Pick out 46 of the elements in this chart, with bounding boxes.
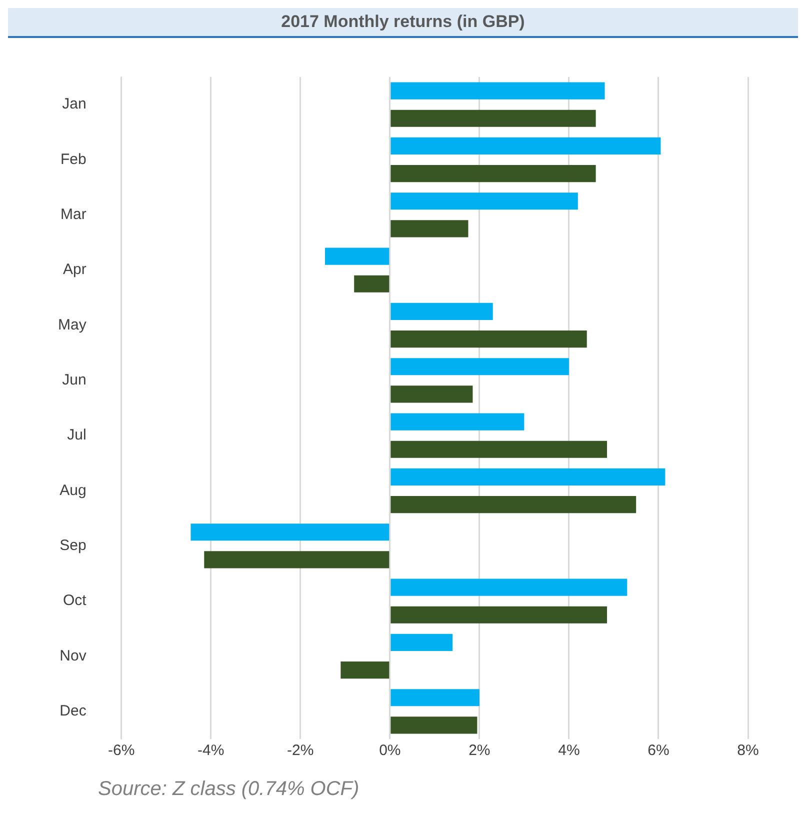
y-tick-label: Sep: [60, 537, 86, 554]
source-note: Source: Z class (0.74% OCF): [98, 778, 360, 801]
bar: [204, 551, 390, 568]
x-tick-label: -2%: [287, 742, 314, 760]
bar: [390, 606, 607, 624]
bar: [325, 248, 390, 265]
y-tick-label: Aug: [60, 482, 86, 499]
chart-title: 2017 Monthly returns (in GBP): [8, 8, 798, 38]
bar: [354, 275, 390, 292]
x-tick-label: 6%: [648, 742, 670, 760]
y-tick-label: Jan: [62, 96, 86, 113]
bar: [390, 468, 666, 486]
bar: [390, 413, 524, 430]
bar: [390, 330, 587, 348]
x-tick-label: -6%: [108, 742, 135, 760]
bar: [390, 358, 569, 376]
x-tick-label: 8%: [737, 742, 759, 760]
bar: [390, 689, 480, 706]
y-tick-label: Apr: [62, 261, 86, 278]
bar: [390, 137, 661, 155]
bar: [390, 496, 636, 514]
y-tick-label: Jun: [62, 372, 86, 389]
bar: [390, 110, 596, 127]
y-tick-label: May: [58, 316, 87, 334]
bar: [340, 661, 390, 679]
bar: [390, 82, 605, 100]
bar: [190, 524, 390, 541]
y-tick-label: Jul: [67, 426, 86, 444]
bar: [390, 634, 453, 652]
y-tick-label: Nov: [60, 647, 87, 664]
x-tick-label: 2%: [468, 742, 490, 760]
bar: [390, 578, 628, 596]
bar: [390, 192, 578, 210]
bar: [390, 302, 493, 320]
x-tick-label: 0%: [379, 742, 401, 760]
y-tick-label: Mar: [60, 206, 86, 224]
x-tick-label: 4%: [558, 742, 580, 760]
bar: [390, 386, 473, 403]
bar: [390, 440, 607, 458]
bar: [390, 716, 478, 734]
x-tick-label: -4%: [198, 742, 224, 760]
y-tick-label: Feb: [60, 150, 86, 168]
bar: [390, 164, 596, 182]
y-tick-label: Dec: [60, 702, 87, 720]
y-tick-label: Oct: [62, 592, 88, 610]
bar: [390, 220, 468, 238]
